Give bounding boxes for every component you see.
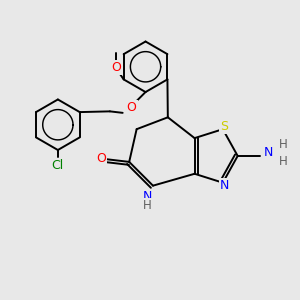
Text: N: N — [143, 190, 152, 203]
Text: H: H — [279, 155, 287, 168]
Text: O: O — [96, 152, 106, 165]
Text: H: H — [143, 200, 152, 212]
Text: Cl: Cl — [52, 159, 64, 172]
Text: O: O — [111, 61, 121, 74]
Text: N: N — [220, 179, 229, 192]
Text: O: O — [127, 101, 136, 114]
Text: S: S — [220, 120, 228, 133]
Text: N: N — [264, 146, 273, 159]
Text: H: H — [279, 138, 287, 151]
